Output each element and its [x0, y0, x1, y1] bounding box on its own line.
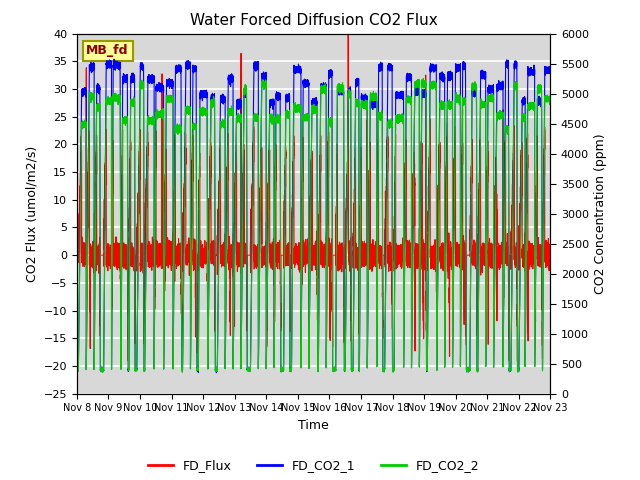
FD_Flux — [540, 180, 548, 186]
FD_CO2_1 — [547, 68, 554, 74]
FD_Flux — [547, 256, 554, 262]
FD_CO2_2 — [99, 370, 107, 375]
FD_CO2_2 — [498, 111, 506, 117]
FD_CO2_2 — [375, 112, 383, 118]
FD_Flux — [498, 246, 506, 252]
FD_CO2_2 — [419, 76, 427, 82]
Line: FD_CO2_2: FD_CO2_2 — [77, 79, 550, 372]
Line: FD_Flux: FD_Flux — [77, 34, 550, 361]
X-axis label: Time: Time — [298, 419, 329, 432]
FD_CO2_2 — [547, 95, 554, 100]
FD_CO2_2 — [545, 98, 553, 104]
FD_CO2_1 — [212, 370, 220, 376]
FD_CO2_2 — [73, 367, 81, 372]
FD_CO2_1 — [484, 85, 492, 91]
FD_CO2_2 — [286, 266, 294, 272]
Line: FD_CO2_1: FD_CO2_1 — [77, 59, 550, 373]
FD_CO2_1 — [73, 366, 81, 372]
Y-axis label: CO2 Concentration (ppm): CO2 Concentration (ppm) — [595, 133, 607, 294]
FD_Flux — [375, 244, 383, 250]
FD_Flux — [286, 314, 294, 320]
FD_Flux — [344, 31, 352, 36]
FD_Flux — [124, 358, 132, 364]
FD_Flux — [484, 247, 492, 253]
Y-axis label: CO2 Flux (umol/m2/s): CO2 Flux (umol/m2/s) — [25, 145, 38, 282]
Text: MB_fd: MB_fd — [86, 44, 129, 58]
FD_CO2_1 — [498, 81, 506, 87]
FD_CO2_1 — [540, 169, 548, 175]
FD_CO2_1 — [545, 71, 553, 76]
FD_CO2_1 — [375, 65, 383, 71]
FD_Flux — [545, 254, 553, 260]
FD_CO2_1 — [286, 284, 294, 289]
Legend: FD_Flux, FD_CO2_1, FD_CO2_2: FD_Flux, FD_CO2_1, FD_CO2_2 — [143, 455, 484, 477]
FD_CO2_2 — [540, 188, 548, 193]
FD_Flux — [73, 252, 81, 258]
FD_CO2_2 — [484, 95, 492, 100]
FD_CO2_1 — [110, 56, 118, 62]
Title: Water Forced Diffusion CO2 Flux: Water Forced Diffusion CO2 Flux — [189, 13, 438, 28]
